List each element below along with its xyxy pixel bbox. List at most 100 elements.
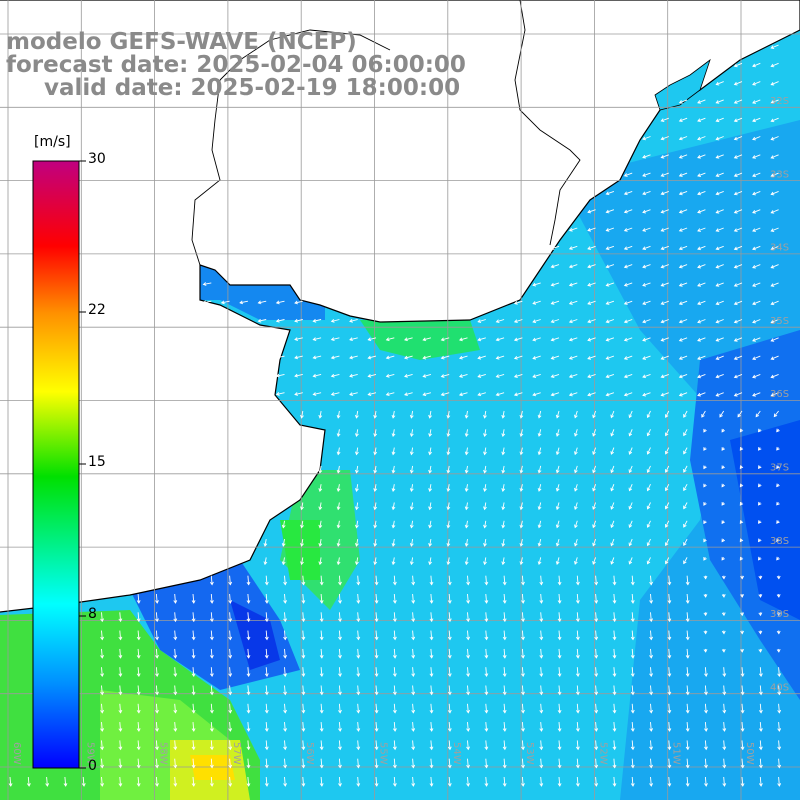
wind-arrow-head xyxy=(667,673,672,678)
wind-arrow-head xyxy=(568,246,573,250)
wind-arrow-head xyxy=(374,691,379,696)
wind-arrow xyxy=(734,392,743,397)
wind-arrow xyxy=(484,520,487,528)
wind-arrow xyxy=(412,667,414,677)
wind-arrow-head xyxy=(678,264,683,269)
wind-arrow-head xyxy=(776,556,780,561)
wind-arrow xyxy=(192,593,195,604)
wind-arrow xyxy=(174,685,176,695)
wind-arrow xyxy=(624,209,633,213)
wind-arrow-head xyxy=(411,654,416,659)
wind-arrow-head xyxy=(501,414,506,419)
wind-arrow-head xyxy=(191,636,196,641)
wind-arrow-head xyxy=(422,355,427,360)
wind-arrow xyxy=(661,190,669,195)
wind-arrow-head xyxy=(770,319,775,324)
wind-arrow-head xyxy=(502,764,507,769)
wind-arrow xyxy=(697,209,706,214)
wind-arrow-head xyxy=(220,300,225,305)
wind-arrow xyxy=(393,648,396,658)
wind-arrow xyxy=(650,648,652,658)
wind-arrow-head xyxy=(649,654,654,659)
map-title: modelo GEFS-WAVE (NCEP) xyxy=(6,29,357,55)
wind-arrow-head xyxy=(100,636,105,641)
wind-arrow xyxy=(276,373,285,377)
wind-arrow xyxy=(247,685,250,695)
wind-arrow xyxy=(752,99,761,104)
wind-arrow xyxy=(429,429,432,437)
wind-arrow xyxy=(752,172,761,177)
wind-arrow xyxy=(119,667,122,677)
wind-arrow-head xyxy=(502,636,507,641)
wind-arrow xyxy=(734,319,743,323)
wind-arrow-head xyxy=(477,319,482,323)
wind-arrow-head xyxy=(697,100,701,104)
wind-arrow-head xyxy=(555,506,560,511)
wind-arrow xyxy=(229,685,231,695)
wind-arrow-head xyxy=(630,746,635,751)
wind-arrow xyxy=(701,410,706,418)
wind-arrow xyxy=(719,410,725,418)
wind-arrow xyxy=(650,685,652,695)
wind-arrow-head xyxy=(697,136,701,141)
wind-arrow xyxy=(27,776,30,787)
wind-arrow-head xyxy=(777,746,782,751)
wind-arrow-head xyxy=(264,581,269,586)
wind-arrow xyxy=(192,685,195,695)
wind-arrow xyxy=(467,740,469,750)
wind-arrow-head xyxy=(483,451,487,456)
wind-arrow xyxy=(642,245,651,250)
wind-arrow-head xyxy=(642,209,647,214)
wind-arrow-head xyxy=(483,433,487,438)
wind-arrow-head xyxy=(374,783,379,787)
wind-arrow-head xyxy=(338,728,342,732)
wind-arrow xyxy=(239,300,248,304)
wind-arrow xyxy=(551,282,560,286)
wind-arrow-head xyxy=(776,465,780,469)
wind-arrow-head xyxy=(667,746,672,751)
wind-arrow-head xyxy=(550,337,555,342)
wind-arrow xyxy=(465,465,468,473)
wind-arrow xyxy=(276,300,285,304)
wind-arrow-head xyxy=(483,488,487,492)
wind-arrow xyxy=(538,447,542,455)
wind-arrow-head xyxy=(464,414,469,419)
wind-arrow xyxy=(484,557,487,565)
wind-arrow-head xyxy=(319,728,324,732)
wind-arrow-head xyxy=(312,392,317,396)
wind-arrow xyxy=(587,245,596,250)
wind-arrow-head xyxy=(502,581,507,586)
wind-arrow xyxy=(741,667,744,677)
wind-arrow-head xyxy=(464,488,469,492)
wind-arrow-head xyxy=(283,600,288,604)
wind-arrow-head xyxy=(283,654,288,659)
wind-arrow-head xyxy=(283,764,288,769)
wind-arrow-head xyxy=(495,392,500,397)
wind-arrow xyxy=(302,612,305,622)
wind-arrow-head xyxy=(483,469,487,474)
wind-arrow-head xyxy=(722,783,727,787)
wind-arrow-head xyxy=(664,450,669,455)
wind-arrow xyxy=(467,575,469,585)
wind-arrow xyxy=(704,703,707,713)
wind-arrow-head xyxy=(740,728,745,732)
wind-arrow xyxy=(337,410,340,418)
wind-arrow-head xyxy=(568,356,573,360)
land-mask xyxy=(0,0,800,613)
wind-arrow xyxy=(393,758,396,768)
wind-arrow-head xyxy=(373,488,378,492)
wind-arrow xyxy=(532,300,541,305)
wind-arrow-head xyxy=(605,356,610,360)
wind-arrow-head xyxy=(697,356,701,360)
wind-arrow-head xyxy=(446,488,451,492)
wind-arrow xyxy=(192,703,195,713)
wind-arrow-head xyxy=(773,413,778,418)
wind-arrow xyxy=(174,630,176,640)
wind-arrow-head xyxy=(594,709,599,714)
longitude-label: 56W xyxy=(304,742,315,765)
wind-arrow-head xyxy=(758,746,763,751)
wind-arrow xyxy=(574,465,578,473)
wind-arrow-head xyxy=(594,728,599,732)
wind-arrow xyxy=(624,282,633,287)
wind-arrow-head xyxy=(283,636,288,641)
